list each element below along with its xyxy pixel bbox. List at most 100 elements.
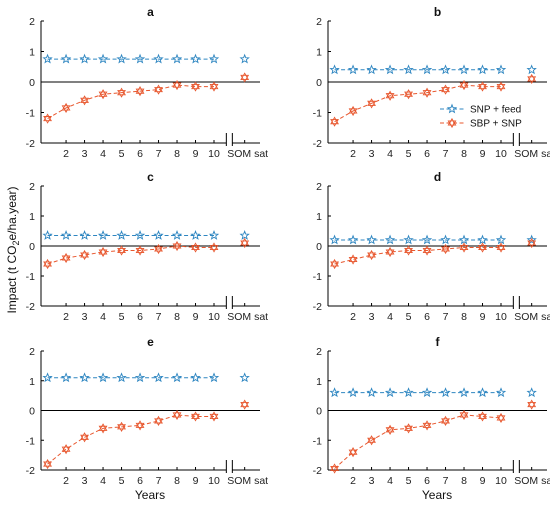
x-tick-label: 5	[406, 311, 412, 323]
data-point	[458, 234, 470, 245]
data-point	[422, 87, 432, 98]
y-axis-label: Impact (t CO2e/ha.year)	[5, 186, 21, 313]
data-point	[422, 245, 432, 256]
y-tick-label: 0	[316, 406, 322, 418]
x-tick-label: 6	[424, 475, 430, 487]
sat-point	[239, 53, 250, 64]
x-tick-label: 10	[208, 475, 220, 487]
data-point	[209, 81, 219, 92]
x-tick-label: SOM sat	[227, 148, 268, 160]
data-point	[330, 258, 339, 270]
data-point	[208, 372, 220, 383]
x-tick-label: 2	[63, 148, 69, 160]
data-point	[366, 234, 377, 245]
y-tick-label: -1	[26, 435, 35, 447]
data-point	[421, 234, 433, 245]
x-tick-label: 4	[387, 311, 393, 323]
x-axis-label-right: Years	[422, 488, 452, 502]
x-tick-label: 6	[137, 148, 143, 160]
data-point	[97, 53, 109, 64]
x-tick-label: 10	[495, 475, 507, 487]
data-point	[404, 245, 413, 256]
data-point	[135, 245, 145, 256]
data-point	[61, 444, 71, 455]
data-point	[190, 230, 201, 240]
data-point	[330, 463, 339, 474]
data-point	[43, 458, 52, 470]
data-point	[459, 79, 469, 91]
data-point	[134, 372, 146, 383]
panel-title: b	[434, 5, 441, 19]
y-axis-label-main: Impact (t CO	[5, 246, 19, 314]
data-point	[367, 98, 376, 109]
x-tick-label: 6	[424, 311, 430, 323]
x-tick-label: 9	[193, 311, 199, 323]
x-tick-label: 7	[156, 475, 162, 487]
x-tick-label: 9	[193, 148, 199, 160]
data-point	[496, 242, 506, 253]
x-tick-label: 8	[174, 475, 180, 487]
x-tick-label: 3	[82, 311, 88, 323]
y-tick-label: 1	[316, 376, 322, 388]
data-point	[190, 53, 201, 64]
legend: SNP + feed SBP + SNP	[438, 100, 544, 132]
data-point	[478, 411, 487, 422]
data-point	[477, 234, 488, 245]
x-tick-label: 9	[480, 475, 486, 487]
x-tick-label: 7	[443, 311, 449, 323]
legend-box	[438, 100, 544, 132]
data-point	[191, 81, 200, 92]
data-point	[403, 234, 414, 245]
sat-point	[527, 399, 537, 410]
data-point	[172, 240, 182, 252]
data-point	[116, 372, 127, 383]
data-point	[171, 230, 183, 240]
x-tick-label: 8	[174, 311, 180, 323]
data-point	[61, 252, 71, 264]
data-point	[385, 90, 395, 101]
data-point	[60, 230, 72, 240]
data-point	[403, 387, 414, 398]
y-tick-label: 0	[29, 241, 35, 253]
x-tick-label: 2	[350, 311, 356, 323]
data-point	[116, 230, 127, 240]
data-point	[459, 409, 469, 421]
data-point	[153, 230, 164, 240]
data-point	[366, 64, 377, 75]
data-point	[79, 230, 90, 240]
sat-point	[527, 73, 537, 85]
x-tick-label: 10	[208, 311, 220, 323]
data-point	[154, 415, 163, 427]
data-point	[79, 53, 90, 64]
data-point	[209, 242, 219, 253]
data-point	[117, 421, 126, 432]
data-point	[98, 423, 108, 434]
data-point	[478, 242, 487, 253]
data-point	[404, 89, 413, 100]
x-tick-label: 8	[174, 148, 180, 160]
data-point	[422, 420, 432, 431]
sat-point	[527, 237, 537, 249]
y-tick-label: 2	[29, 346, 35, 358]
sat-point	[239, 230, 250, 240]
y-tick-label: 1	[29, 211, 35, 223]
y-tick-label: 0	[29, 406, 35, 418]
panel-title: e	[147, 335, 154, 349]
y-tick-label: -2	[313, 465, 322, 477]
data-point	[60, 372, 72, 383]
data-point	[329, 64, 340, 75]
sat-point	[526, 387, 537, 398]
data-point	[191, 242, 200, 253]
series-line	[334, 414, 502, 469]
data-point	[42, 372, 53, 383]
x-tick-label: 6	[137, 311, 143, 323]
y-tick-label: 0	[316, 77, 322, 89]
data-point	[134, 53, 146, 64]
data-point	[347, 387, 359, 398]
x-tick-label: 9	[480, 148, 486, 160]
y-axis-label-tail: e/ha.year)	[5, 186, 19, 240]
data-point	[171, 372, 183, 383]
